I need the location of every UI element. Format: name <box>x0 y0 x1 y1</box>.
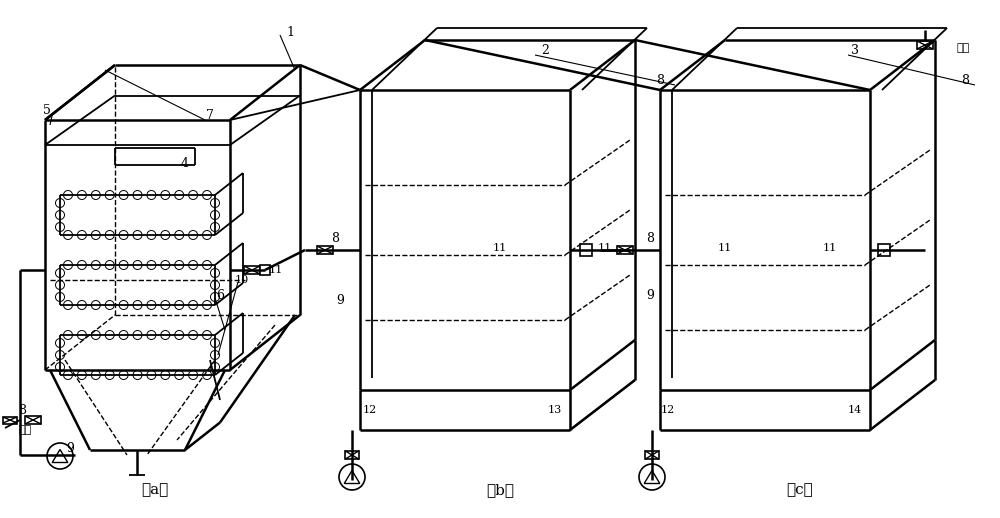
Bar <box>917 41 933 49</box>
Text: 9: 9 <box>66 441 74 454</box>
Text: （c）: （c） <box>787 483 813 497</box>
Text: 11: 11 <box>598 243 612 253</box>
Bar <box>317 246 333 254</box>
Text: （b）: （b） <box>486 483 514 497</box>
Text: 8: 8 <box>646 232 654 244</box>
Text: 11: 11 <box>823 243 837 253</box>
Text: 8: 8 <box>656 74 664 87</box>
Text: 5: 5 <box>43 104 51 117</box>
Text: 9: 9 <box>336 294 344 307</box>
Bar <box>580 244 592 256</box>
Bar <box>617 246 633 254</box>
Text: 7: 7 <box>206 108 214 122</box>
Bar <box>260 265 270 275</box>
Text: 11: 11 <box>718 243 732 253</box>
Bar <box>3 417 17 424</box>
Text: 2: 2 <box>541 44 549 56</box>
Text: 镀槽: 镀槽 <box>18 425 31 435</box>
Bar <box>878 244 890 256</box>
Text: 13: 13 <box>548 405 562 415</box>
Text: 14: 14 <box>848 405 862 415</box>
Text: 12: 12 <box>363 405 377 415</box>
Text: 8: 8 <box>18 404 26 416</box>
Text: 10: 10 <box>235 275 249 285</box>
Text: （a）: （a） <box>141 483 169 497</box>
Text: 11: 11 <box>269 265 283 275</box>
Text: 9: 9 <box>646 289 654 301</box>
Text: 3: 3 <box>851 44 859 56</box>
Text: 8: 8 <box>961 74 969 87</box>
Bar <box>645 451 659 459</box>
Text: 4: 4 <box>181 156 189 169</box>
Bar <box>345 451 359 459</box>
Text: 6: 6 <box>216 289 224 301</box>
Text: 1: 1 <box>286 25 294 38</box>
Bar <box>25 416 41 424</box>
Text: 12: 12 <box>661 405 675 415</box>
Bar <box>244 266 260 274</box>
Text: 11: 11 <box>493 243 507 253</box>
Text: 8: 8 <box>331 232 339 244</box>
Text: 补水: 补水 <box>956 43 970 53</box>
